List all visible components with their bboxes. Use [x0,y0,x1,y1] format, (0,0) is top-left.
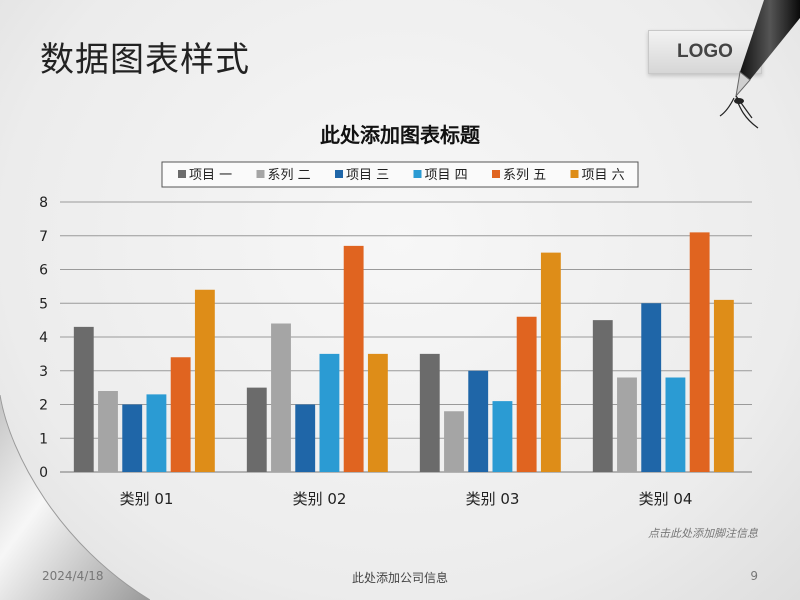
bar [444,411,464,472]
bar [714,300,734,472]
legend-label: 项目 一 [189,168,232,183]
bar [493,401,513,472]
y-tick-label: 7 [39,229,48,245]
y-tick-label: 3 [39,364,48,380]
legend-swatch [257,170,265,178]
x-axis-labels: 类别 01 类别 02 类别 03 类别 04 [120,490,693,508]
footer-company: 此处添加公司信息 [0,569,800,586]
bar [690,232,710,472]
bar [420,354,440,472]
y-tick-label: 6 [39,263,48,279]
bar [171,357,191,472]
legend-swatch [414,170,422,178]
legend-label: 项目 三 [346,168,389,183]
legend-swatch [492,170,500,178]
legend-label: 项目 四 [425,168,468,183]
bar [517,317,537,472]
bar [368,354,388,472]
bar [147,394,167,472]
bar [122,405,142,473]
bar [541,253,561,472]
legend-label: 系列 二 [268,168,311,183]
bars [74,232,734,472]
bar [666,378,686,473]
y-tick-label: 1 [39,431,48,447]
bar [468,371,488,472]
bar [617,378,637,473]
bar [247,388,267,472]
bar [74,327,94,472]
legend-box [162,162,638,187]
x-tick-label: 类别 02 [293,490,347,508]
bar [98,391,118,472]
y-tick-label: 2 [39,398,48,414]
x-tick-label: 类别 03 [466,490,520,508]
x-tick-label: 类别 04 [639,490,693,508]
legend-swatch [571,170,579,178]
bar [195,290,215,472]
bar-chart: 此处添加图表标题 项目 一 系列 二 项目 三 项目 四 系列 五 项目 六 0 1 2 3 4 5… [0,0,800,600]
bar [295,405,315,473]
x-tick-label: 类别 01 [120,490,174,508]
bar [641,303,661,472]
legend-swatch [335,170,343,178]
footnote: 点击此处添加脚注信息 [648,525,758,541]
bar [593,320,613,472]
legend-swatch [178,170,186,178]
y-tick-label: 0 [39,465,48,481]
y-tick-label: 4 [39,330,48,346]
page-number: 9 [750,569,758,583]
bar [344,246,364,472]
chart-title: 此处添加图表标题 [320,123,481,147]
y-tick-label: 5 [39,296,48,312]
bar [271,324,291,473]
legend-label: 项目 六 [582,168,625,183]
legend-label: 系列 五 [503,168,546,183]
y-tick-label: 8 [39,195,48,211]
bar [320,354,340,472]
